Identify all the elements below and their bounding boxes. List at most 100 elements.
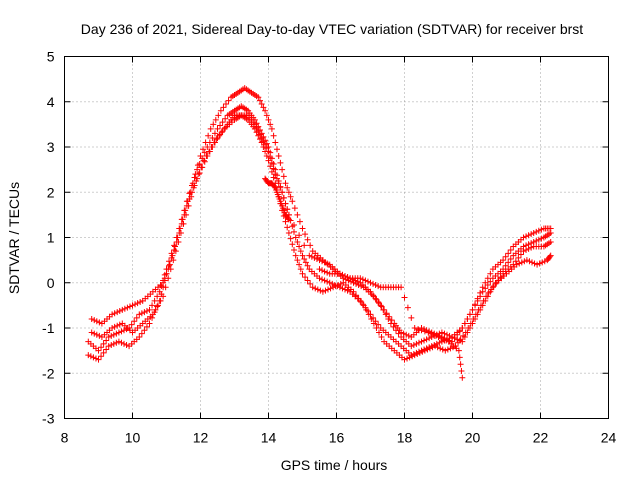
data-point-track-d (155, 302, 161, 309)
data-point-track-e (408, 314, 415, 321)
data-point-track-b (404, 355, 411, 362)
data-point-track-b (368, 315, 375, 322)
data-point-track-a (105, 334, 112, 341)
data-point-track-b (529, 259, 535, 266)
data-point-track-c (182, 207, 189, 214)
data-point-track-c (126, 303, 133, 310)
data-point-track-c (265, 116, 272, 123)
data-point-track-c (119, 306, 126, 313)
data-point-track-d (375, 298, 382, 305)
x-tick-label: 18 (397, 430, 413, 446)
data-point-track-c (287, 193, 294, 200)
data-point-track-a (326, 279, 333, 286)
data-point-track-e (319, 267, 326, 274)
data-point-track-b (294, 257, 301, 264)
data-point-track-d (175, 239, 182, 246)
data-point-track-d (96, 332, 103, 339)
data-point-track-a (299, 252, 306, 259)
data-point-track-d (387, 320, 394, 327)
data-point-track-a (121, 327, 127, 334)
data-point-track-a (222, 115, 229, 122)
data-point-track-c (282, 180, 289, 187)
data-point-track-b (406, 354, 413, 361)
data-point-track-b (536, 260, 543, 267)
data-point-track-a (151, 297, 158, 304)
data-point-track-b (92, 355, 99, 362)
data-point-track-c (200, 146, 207, 153)
data-point-track-c (194, 162, 201, 169)
data-point-track-c (223, 101, 229, 108)
data-point-track-d (474, 311, 481, 318)
data-point-track-d (415, 339, 422, 346)
data-point-track-b (287, 235, 294, 242)
data-point-track-d (114, 322, 121, 329)
data-point-track-c (538, 226, 545, 233)
data-point-track-a (95, 347, 102, 354)
data-point-track-d (188, 193, 195, 200)
data-point-track-b (531, 260, 538, 267)
data-point-track-b (439, 346, 446, 353)
chart-title: Day 236 of 2021, Sidereal Day-to-day VTE… (81, 21, 583, 37)
data-point-track-b (296, 261, 303, 268)
data-point-track-b (90, 354, 97, 361)
data-point-track-b (370, 320, 377, 327)
data-point-track-d (408, 343, 415, 350)
data-point-track-d (547, 239, 554, 246)
data-point-track-c (296, 218, 303, 225)
data-point-track-b (284, 224, 291, 231)
data-point-track-a (291, 228, 297, 235)
data-point-track-a (304, 262, 311, 269)
data-point-track-d (456, 337, 463, 344)
data-point-track-c (479, 284, 486, 291)
data-point-track-d (88, 329, 95, 336)
data-point-track-d (372, 295, 379, 302)
data-point-track-c (263, 112, 270, 119)
data-point-track-b (444, 346, 451, 353)
data-point-track-b (541, 258, 548, 265)
data-point-track-d (277, 184, 284, 191)
x-tick-labels: 8 10 12 14 16 18 20 22 24 (61, 430, 617, 446)
data-point-track-d (418, 338, 425, 345)
data-point-track-c (179, 216, 186, 223)
data-point-track-c (187, 189, 194, 196)
data-point-track-d (451, 335, 458, 342)
data-point-track-b (85, 352, 92, 359)
data-point-track-c (88, 315, 95, 322)
data-point-track-c (121, 305, 128, 312)
data-point-track-c (137, 298, 144, 305)
data-point-track-c (111, 310, 118, 317)
data-point-track-d (258, 134, 265, 141)
data-point-track-e (455, 347, 462, 354)
data-point-track-d (510, 261, 517, 268)
data-point-track-c (469, 306, 476, 313)
data-point-track-d (308, 253, 315, 260)
data-point-track-c (93, 318, 100, 325)
data-point-track-b (98, 353, 105, 360)
y-tick-label: 5 (47, 49, 55, 65)
data-point-track-e (440, 336, 447, 343)
data-point-track-c (109, 311, 116, 318)
data-point-track-e (459, 374, 466, 381)
data-point-track-c (212, 116, 219, 123)
x-tick-label: 22 (533, 430, 549, 446)
data-point-track-d (253, 124, 260, 131)
data-point-track-e (285, 215, 292, 222)
grid-layer (64, 56, 609, 419)
data-point-track-c (262, 107, 269, 114)
data-point-track-b (332, 283, 339, 290)
data-point-track-b (350, 288, 357, 295)
data-point-track-c (202, 139, 209, 146)
data-point-track-d (177, 229, 184, 236)
data-point-track-c (96, 319, 103, 326)
data-point-track-c (277, 159, 284, 166)
data-point-track-c (225, 97, 232, 104)
data-point-track-a (487, 278, 494, 285)
data-point-track-e (411, 325, 418, 331)
data-point-track-d (167, 266, 174, 273)
data-point-track-d (517, 251, 524, 258)
data-point-track-a (143, 308, 150, 315)
data-point-track-a (329, 280, 336, 287)
data-point-track-d (170, 257, 177, 264)
data-point-track-c (166, 261, 173, 268)
